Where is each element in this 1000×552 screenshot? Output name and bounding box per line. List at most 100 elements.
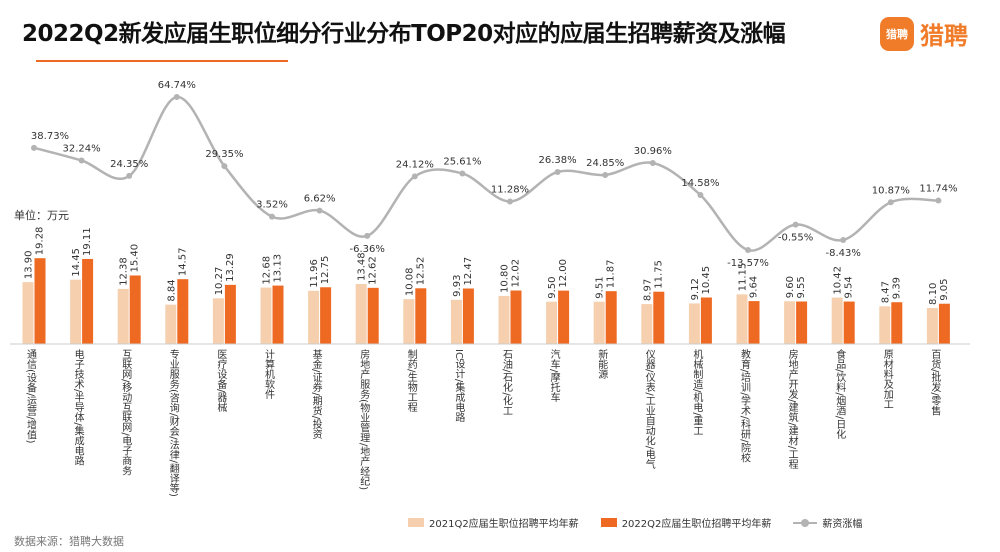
bar-2022 [748,301,760,344]
bar-label-2021: 9.93 [452,275,463,297]
bar-2022 [558,290,570,344]
growth-label: 24.12% [396,159,434,170]
legend-line-growth [793,518,818,527]
bar-label-2022: 9.05 [939,278,950,300]
growth-line-layer [31,93,942,254]
bar-2022 [272,285,284,344]
growth-line [33,95,939,252]
growth-label: 14.58% [681,178,719,189]
bar-2022 [605,291,617,344]
legend-item-2022: 2022Q2应届生职位招聘平均年薪 [600,515,772,530]
growth-point [792,221,799,228]
bar-label-2021: 10.08 [404,268,415,297]
bar-2021 [926,307,938,344]
growth-label: 24.35% [110,159,148,170]
growth-label: 38.73% [31,131,69,142]
bar-label-2021: 9.50 [547,276,558,298]
bar-label-2022: 12.47 [463,257,474,286]
growth-point [507,198,513,205]
growth-label: -0.55% [778,233,813,244]
bar-2021 [641,304,653,344]
bar-label-2021: 13.90 [24,251,35,280]
bar-label-2022: 12.52 [415,257,426,286]
bar-2021 [879,306,891,344]
category-labels-layer: 通信(设备/运营/增值) 电子技术/半导体/集成电路 互联网/移动互联网/电子商务 专… [25,348,941,497]
category-label: 通信(设备/运营/增值) [25,349,37,444]
bar-label-2021: 8.10 [928,283,939,305]
category-label: 机械制造/机电/重工 [691,348,703,436]
growth-point [316,207,323,214]
category-label: 食品/饮料/烟酒/日化 [834,348,846,439]
bar-label-2021: 14.45 [71,248,82,277]
bar-2021 [450,299,462,344]
growth-point [411,173,418,180]
growth-label: 10.87% [872,185,910,196]
bar-label-2021: 8.84 [166,279,177,301]
title-underline [36,60,288,62]
category-label: 汽车/摩托车 [548,348,560,403]
bar-2021 [355,284,367,344]
bar-2021 [546,301,558,344]
category-label: 计算机软件 [263,348,275,400]
category-label: 石油/石化/化工 [501,349,513,416]
bar-label-2022: 12.62 [368,256,379,285]
growth-point [745,247,751,254]
bar-label-2021: 12.38 [119,257,130,286]
bar-label-2021: 10.42 [833,266,844,295]
bar-2022 [415,288,427,344]
growth-label: 26.38% [539,155,577,166]
bar-2022 [796,301,808,344]
growth-label: 3.52% [256,200,288,211]
bar-label-2022: 14.57 [177,248,188,277]
bar-label-2022: 9.54 [844,276,855,298]
bar-label-2021: 11.15 [738,263,749,292]
bar-label-2022: 11.87 [606,260,617,289]
bar-2021 [784,301,796,344]
bar-2021 [212,298,224,344]
category-label: 百货/批发/零售 [929,349,941,417]
growth-point [459,170,466,177]
growth-label: -13.57% [727,258,769,269]
growth-point [31,144,37,151]
bar-label-2022: 9.55 [796,276,807,298]
bar-label-2022: 19.28 [35,227,46,256]
legend-label-2022: 2022Q2应届生职位招聘平均年薪 [621,519,772,530]
growth-point [173,93,180,100]
bar-2021 [403,299,415,344]
growth-label: -8.43% [826,248,861,259]
category-label: 房地产开发/建筑/建材/工程 [786,348,798,469]
growth-label: 32.24% [63,144,101,155]
category-label: 制药/生物工程 [405,348,417,413]
growth-label: 6.62% [304,194,336,205]
bar-2022 [177,279,189,344]
bar-2021 [22,282,34,344]
bar-2021 [165,304,177,344]
bar-2022 [82,258,94,344]
category-label: 原材料及加工 [881,349,893,409]
bar-label-2021: 11.96 [309,259,320,288]
bar-2022 [224,284,236,344]
growth-label: -6.36% [350,244,385,255]
legend-swatch-2022 [600,518,617,527]
brand: 猎聘 猎聘 [880,16,968,51]
bar-2021 [308,290,320,344]
bar-2022 [938,303,950,344]
chart-title: 2022Q2新发应届生职位细分行业分布TOP20对应的应届生招聘薪资及涨幅 [22,21,786,47]
liepin-logo-icon: 猎聘 [880,16,914,51]
category-label: 基金/证券/期货/投资 [310,348,322,440]
growth-point [364,232,371,239]
growth-label: 25.61% [443,156,481,167]
growth-label: 24.85% [586,158,624,169]
bar-label-2022: 9.64 [749,276,760,298]
category-label: 医疗设备/器械 [215,349,227,413]
legend-label-2021: 2021Q2应届生职位招聘平均年薪 [429,519,579,530]
bar-label-2022: 13.29 [225,253,236,282]
bar-2022 [462,288,474,344]
brand-name: 猎聘 [920,22,968,50]
growth-point [697,192,704,199]
category-label: 专业服务(咨询/财会/法律/翻译等) [167,348,179,497]
bar-label-2022: 19.11 [82,227,93,256]
bar-2022 [367,287,379,344]
